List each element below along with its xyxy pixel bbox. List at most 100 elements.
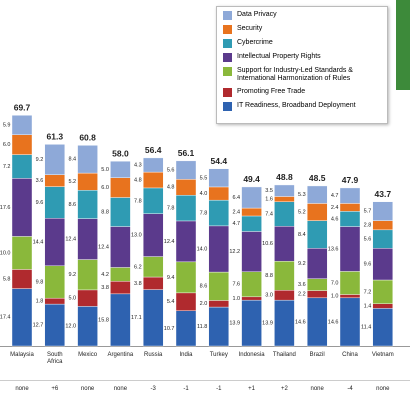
segment-label: 12.4 <box>98 244 109 250</box>
segment-label: 6.0 <box>3 142 11 148</box>
total-label: 61.3 <box>47 132 64 142</box>
segment-label: 12.0 <box>65 324 76 330</box>
segment-label: 17.4 <box>0 315 11 321</box>
category-label: Indonesia <box>238 352 265 358</box>
legend-item: Intellectual Property Rights <box>223 53 381 62</box>
legend-label: Promoting Free Trade <box>237 88 306 95</box>
bar-segment <box>372 220 393 231</box>
segment-label: 13.0 <box>131 233 142 239</box>
bar-segment <box>77 190 98 219</box>
legend-label: Intellectual Property Rights <box>237 53 321 60</box>
bar-segment <box>175 194 197 222</box>
bar-segment <box>241 296 262 301</box>
segment-label: 6.4 <box>232 195 240 201</box>
segment-label: 15.8 <box>98 317 109 323</box>
rank-change: -3 <box>150 386 156 392</box>
legend-item: Support for Industry-Led Standards & Int… <box>223 67 381 83</box>
total-label: 56.4 <box>145 145 162 155</box>
segment-label: 7.0 <box>331 280 339 286</box>
bar-segment <box>44 174 65 187</box>
bar-segment <box>142 289 164 347</box>
bar-segment <box>339 294 361 299</box>
bar-segment <box>274 260 295 291</box>
bar-segment <box>175 261 197 294</box>
rank-change: none <box>113 386 128 392</box>
bar-segment <box>274 184 295 197</box>
bar-segment <box>307 248 328 279</box>
bar-segment <box>110 267 131 282</box>
segment-label: 13.9 <box>262 321 273 327</box>
segment-label: 12.7 <box>33 322 44 328</box>
segment-label: 5.5 <box>200 175 208 181</box>
bar-segment <box>339 226 361 272</box>
bar-segment <box>241 215 262 232</box>
bar-segment <box>307 278 328 291</box>
bar-segment <box>208 168 230 188</box>
category-label: Vietnam <box>371 352 394 358</box>
segment-label: 5.2 <box>68 179 76 185</box>
bar-segment <box>307 220 328 249</box>
segment-label: 13.9 <box>229 321 240 327</box>
bar-segment <box>208 300 230 308</box>
segment-label: 7.2 <box>364 289 372 295</box>
segment-label: 5.8 <box>3 276 11 282</box>
bar-segment <box>274 196 295 202</box>
bar-segment <box>241 271 262 298</box>
segment-label: 2.0 <box>200 301 208 307</box>
bar-segment <box>339 211 361 227</box>
segment-label: 14.0 <box>197 246 208 252</box>
rank-change: none <box>80 386 95 392</box>
total-label: 58.0 <box>112 148 129 158</box>
legend-item: Cybercrime <box>223 39 381 48</box>
bar-segment <box>77 218 98 260</box>
bar-segment <box>307 203 328 221</box>
segment-label: 8.8 <box>101 209 109 215</box>
bar-segment <box>44 303 65 347</box>
bar-segment <box>77 289 98 307</box>
segment-label: 5.3 <box>298 192 306 198</box>
segment-label: 12.2 <box>229 249 240 255</box>
segment-label: 12.4 <box>164 239 175 245</box>
row-divider <box>0 380 410 381</box>
segment-label: 9.2 <box>68 272 76 278</box>
segment-label: 7.2 <box>3 164 11 170</box>
rank-change: +1 <box>248 386 256 392</box>
bar-segment <box>142 171 164 189</box>
segment-label: 9.2 <box>298 261 306 267</box>
bar-segment <box>11 236 33 270</box>
segment-label: 3.8 <box>101 285 109 291</box>
segment-label: 7.8 <box>200 210 208 216</box>
category-label: Russia <box>144 352 163 358</box>
segment-label: 10.0 <box>0 250 11 256</box>
bar-segment <box>274 290 295 301</box>
bar-segment <box>142 157 164 173</box>
bar-segment <box>208 271 230 301</box>
segment-label: 4.0 <box>200 191 208 197</box>
bar-segment <box>44 144 65 175</box>
bar-segment <box>44 186 65 219</box>
bar-segment <box>110 177 131 198</box>
bar-segment <box>77 259 98 291</box>
bar-segment <box>274 226 295 262</box>
total-label: 48.8 <box>276 172 293 182</box>
segment-label: 2.8 <box>364 223 372 229</box>
legend-swatch <box>223 67 232 76</box>
segment-label: 1.0 <box>331 294 339 300</box>
bar-segment <box>77 306 98 347</box>
segment-label: 10.6 <box>262 241 273 247</box>
segment-label: 3.6 <box>36 178 44 184</box>
segment-label: 2.4 <box>232 209 240 215</box>
rank-change: +6 <box>51 386 59 392</box>
bar-segment <box>372 229 393 249</box>
bar-segment <box>11 269 33 289</box>
bar-segment <box>142 276 164 290</box>
legend-swatch <box>223 39 232 48</box>
rank-change: +2 <box>280 386 288 392</box>
segment-label: 4.7 <box>331 193 339 199</box>
category-label: China <box>342 352 358 358</box>
legend-item: IT Readiness, Broadband Deployment <box>223 102 381 111</box>
segment-label: 3.6 <box>298 282 306 288</box>
segment-label: 5.0 <box>101 167 109 173</box>
